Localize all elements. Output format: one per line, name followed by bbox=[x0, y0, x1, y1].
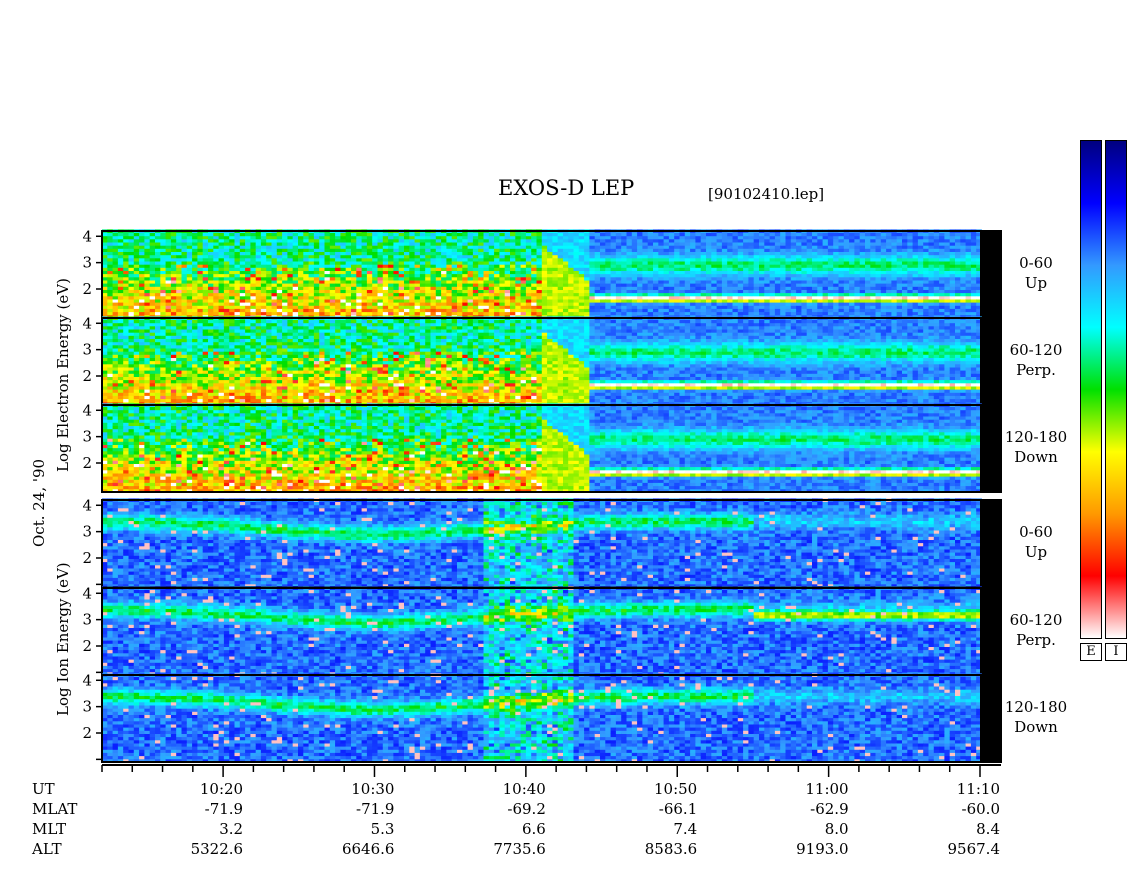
direction-label: Down bbox=[991, 717, 1081, 737]
panel-label-2: 60-120 Perp. bbox=[991, 340, 1081, 380]
cell-mlt: 7.4 bbox=[587, 820, 697, 838]
panel-1-data-gap bbox=[980, 231, 1001, 318]
electron-colorbar bbox=[1080, 140, 1102, 639]
ion-colorbar bbox=[1105, 140, 1127, 639]
cell-alt: 9193.0 bbox=[739, 840, 849, 858]
cell-ut: 10:50 bbox=[587, 780, 697, 798]
y-tick-label: 4 bbox=[82, 227, 92, 245]
panel-5-data-gap bbox=[980, 588, 1001, 675]
cell-alt: 5322.6 bbox=[133, 840, 244, 858]
y-tick-label: 4 bbox=[82, 401, 92, 419]
panel-6-frame bbox=[101, 674, 1002, 763]
pitch-angle-label: 0-60 bbox=[991, 253, 1081, 273]
panel-6-ion-spectrogram bbox=[102, 673, 982, 763]
y-tick-label: 3 bbox=[82, 698, 92, 716]
y-tick-label: 4 bbox=[82, 314, 92, 332]
row-label-ut: UT bbox=[32, 780, 55, 798]
y-tick-label: 2 bbox=[82, 549, 92, 567]
cell-ut: 10:30 bbox=[284, 780, 394, 798]
panel-label-1: 0-60 Up bbox=[991, 253, 1081, 293]
cell-mlat: -71.9 bbox=[284, 800, 394, 818]
panel-2-data-gap bbox=[980, 318, 1001, 405]
cell-ut: 10:40 bbox=[436, 780, 546, 798]
cell-ut: 11:10 bbox=[890, 780, 1000, 798]
y-tick-label: 2 bbox=[82, 367, 92, 385]
direction-label: Up bbox=[991, 542, 1081, 562]
panel-3-electron-spectrogram bbox=[102, 403, 982, 493]
file-label: [90102410.lep] bbox=[708, 185, 824, 203]
y-tick-label: 3 bbox=[82, 428, 92, 446]
panel-4-data-gap bbox=[980, 500, 1001, 587]
pitch-angle-label: 120-180 bbox=[991, 427, 1081, 447]
direction-label: Perp. bbox=[991, 360, 1081, 380]
y-tick-label: 2 bbox=[82, 454, 92, 472]
cell-mlt: 6.6 bbox=[436, 820, 546, 838]
panel-label-4: 0-60 Up bbox=[991, 522, 1081, 562]
panel-2-electron-spectrogram bbox=[102, 316, 982, 406]
cell-mlat: -69.2 bbox=[436, 800, 545, 818]
panel-6-data-gap bbox=[980, 675, 1001, 762]
cell-mlat: -66.1 bbox=[587, 800, 697, 818]
y-tick-label: 3 bbox=[82, 611, 92, 629]
cell-mlt: 8.0 bbox=[739, 820, 849, 838]
panel-3-data-gap bbox=[980, 405, 1001, 492]
pitch-angle-label: 60-120 bbox=[991, 340, 1081, 360]
cell-mlat: -60.0 bbox=[890, 800, 1000, 818]
cell-alt: 6646.6 bbox=[284, 840, 395, 858]
electron-colorbar-label: E bbox=[1080, 643, 1102, 661]
row-label-mlat: MLAT bbox=[32, 800, 77, 818]
row-label-mlt: MLT bbox=[32, 820, 66, 838]
ion-colorbar-label: I bbox=[1105, 643, 1127, 661]
y-tick-label: 4 bbox=[82, 584, 92, 602]
chart-title: EXOS-D LEP bbox=[498, 176, 634, 200]
direction-label: Perp. bbox=[991, 630, 1081, 650]
y-tick-label: 3 bbox=[82, 523, 92, 541]
panel-5-ion-spectrogram bbox=[102, 586, 982, 676]
cell-mlt: 3.2 bbox=[133, 820, 243, 838]
y-tick-label: 4 bbox=[82, 671, 92, 689]
panel-label-3: 120-180 Down bbox=[991, 427, 1081, 467]
panel-1-electron-spectrogram bbox=[102, 229, 982, 319]
direction-label: Up bbox=[991, 273, 1081, 293]
y-tick-label: 3 bbox=[82, 341, 92, 359]
panel-3-frame bbox=[101, 404, 1002, 493]
row-label-alt: ALT bbox=[32, 840, 62, 858]
cell-ut: 11:00 bbox=[739, 780, 848, 798]
y-tick-label: 2 bbox=[82, 637, 92, 655]
cell-mlt: 8.4 bbox=[890, 820, 1000, 838]
panel-label-5: 60-120 Perp. bbox=[991, 610, 1081, 650]
y-tick-label: 3 bbox=[82, 254, 92, 272]
cell-alt: 8583.6 bbox=[587, 840, 698, 858]
panel-4-ion-spectrogram bbox=[102, 498, 982, 588]
pitch-angle-label: 120-180 bbox=[991, 697, 1081, 717]
y-tick-label: 2 bbox=[82, 280, 92, 298]
cell-alt: 7735.6 bbox=[436, 840, 546, 858]
pitch-angle-label: 60-120 bbox=[991, 610, 1081, 630]
cell-alt: 9567.4 bbox=[890, 840, 1001, 858]
y-tick-label: 4 bbox=[82, 496, 92, 514]
cell-mlat: -62.9 bbox=[739, 800, 848, 818]
direction-label: Down bbox=[991, 447, 1081, 467]
cell-mlat: -71.9 bbox=[133, 800, 243, 818]
cell-ut: 10:20 bbox=[133, 780, 243, 798]
cell-mlt: 5.3 bbox=[284, 820, 395, 838]
y-tick-label: 2 bbox=[82, 724, 92, 742]
pitch-angle-label: 0-60 bbox=[991, 522, 1081, 542]
panel-label-6: 120-180 Down bbox=[991, 697, 1081, 737]
